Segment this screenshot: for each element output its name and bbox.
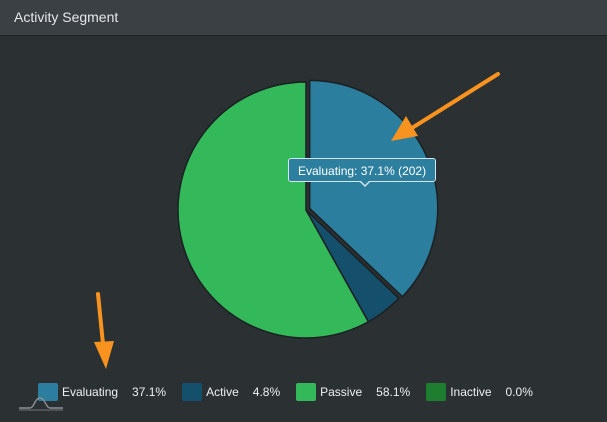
legend-swatch-passive [296,383,317,401]
slice-tooltip: Evaluating: 37.1% (202) [288,158,437,187]
legend-label-active: Active [206,385,239,399]
legend-value-evaluating: 37.1% [132,385,167,399]
legend-value-passive: 58.1% [376,385,411,399]
legend-swatch-inactive [426,383,447,401]
legend-label-passive: Passive [320,385,363,399]
annotation-arrow-top-right [391,72,500,141]
legend-label-evaluating: Evaluating [62,385,119,399]
bell-curve-icon [19,397,63,411]
legend-item-passive[interactable]: Passive 58.1% [296,383,410,401]
legend-item-active[interactable]: Active 4.8% [182,383,280,401]
tooltip-text: Evaluating: 37.1% (202) [298,164,427,178]
widget-header: Activity Segment [0,0,607,36]
annotation-arrows [94,72,500,369]
widget-title: Activity Segment [14,9,119,25]
pie-slices [177,79,439,339]
legend-value-inactive: 0.0% [505,385,533,399]
pie-slice-passive[interactable] [177,81,370,339]
chart-legend: Evaluating 37.1% Active 4.8% Passive 58.1% Ina… [38,382,549,402]
annotation-arrow-bottom-left [94,292,114,369]
legend-label-inactive: Inactive [450,385,492,399]
legend-value-active: 4.8% [252,385,281,399]
legend-item-inactive[interactable]: Inactive 0.0% [426,383,533,401]
legend-item-evaluating[interactable]: Evaluating 37.1% [38,383,166,401]
pie-chart[interactable] [0,36,607,422]
legend-swatch-active [182,383,203,401]
tooltip-caret [359,180,371,187]
legend-swatch-evaluating [38,383,58,401]
